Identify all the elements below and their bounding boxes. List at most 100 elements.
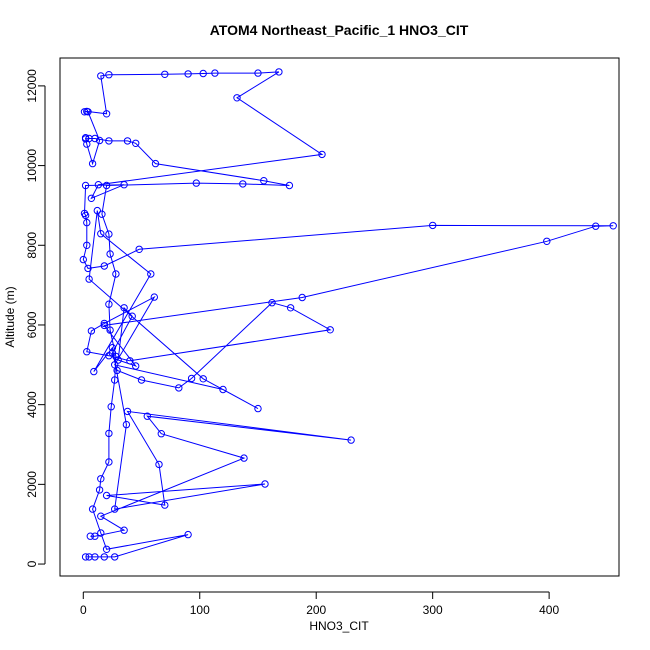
data-point [326, 326, 334, 334]
data-point [97, 529, 105, 537]
data-point [85, 553, 93, 561]
data-point [112, 270, 120, 278]
data-point [111, 505, 119, 513]
x-tick-label: 100 [190, 603, 210, 617]
data-point [83, 348, 91, 356]
data-point [88, 505, 97, 513]
data-point [83, 107, 91, 116]
data-point [88, 159, 97, 168]
y-tick-label: 0 [25, 560, 39, 567]
data-point [161, 70, 169, 79]
data-point [100, 553, 109, 561]
data-point [114, 356, 122, 364]
data-point [132, 139, 140, 148]
data-point [105, 300, 113, 308]
data-point [126, 357, 134, 365]
data-point [175, 384, 183, 392]
data-point [254, 404, 262, 413]
data-point [87, 327, 96, 335]
data-point [120, 526, 128, 534]
data-point [81, 553, 90, 561]
data-point [150, 293, 159, 301]
x-axis: 0 100 200 300 400 [80, 591, 559, 617]
data-point [108, 344, 117, 352]
data-point [95, 486, 104, 494]
data-point [84, 264, 92, 273]
y-axis: 0 2000 4000 6000 8000 10000 12000 [25, 69, 46, 567]
data-point [83, 218, 91, 227]
x-axis-label: HNO3_CIT [309, 619, 369, 633]
data-point [81, 181, 90, 190]
data-point [79, 255, 88, 264]
data-point [155, 460, 163, 469]
data-point [147, 270, 155, 278]
data-point [233, 94, 241, 102]
y-tick-label: 10000 [25, 149, 39, 183]
data-point [105, 458, 113, 466]
data-point [192, 179, 201, 187]
data-point [97, 230, 105, 238]
data-point [83, 241, 91, 250]
data-point [298, 293, 306, 302]
data-point [91, 532, 99, 540]
data-point [429, 221, 437, 230]
chart-title: ATOM4 Northeast_Pacific_1 HNO3_CIT [210, 22, 469, 38]
data-point [102, 181, 111, 190]
series-layer [79, 68, 617, 561]
x-tick-label: 400 [539, 603, 559, 617]
data-point [275, 68, 283, 76]
data-point [97, 72, 105, 80]
data-point [318, 150, 326, 159]
data-point [268, 299, 276, 307]
data-point [120, 181, 128, 189]
y-tick-label: 4000 [25, 391, 39, 418]
data-point [97, 512, 105, 520]
data-point [106, 326, 114, 334]
data-point [128, 312, 136, 320]
plot-frame [59, 57, 620, 577]
data-point [94, 181, 103, 189]
data-point [286, 304, 295, 312]
data-point [199, 375, 207, 383]
y-tick-label: 8000 [25, 232, 39, 259]
y-tick-label: 12000 [25, 69, 39, 103]
data-point [98, 210, 106, 218]
data-point [123, 137, 132, 145]
data-point [91, 134, 99, 143]
data-point [151, 159, 160, 168]
data-point [211, 69, 219, 77]
data-point [609, 222, 617, 230]
data-point [184, 530, 192, 539]
data-point [105, 230, 113, 238]
data-point [143, 412, 152, 420]
data-point [347, 436, 355, 444]
data-point [184, 70, 192, 78]
x-tick-label: 200 [306, 603, 326, 617]
data-point [219, 385, 227, 394]
data-point [105, 352, 113, 360]
data-point [100, 319, 109, 328]
data-point [240, 454, 248, 462]
data-point [111, 376, 119, 384]
data-point [97, 475, 105, 483]
data-point [260, 177, 268, 185]
data-point [135, 245, 143, 254]
data-point [91, 553, 99, 561]
x-tick-label: 300 [423, 603, 443, 617]
data-point [122, 420, 131, 429]
data-point [86, 532, 95, 540]
data-point [90, 367, 98, 376]
data-point [161, 501, 169, 509]
data-point [87, 194, 96, 203]
data-point [102, 110, 111, 118]
data-point [100, 321, 109, 330]
data-point [239, 180, 247, 188]
data-point [261, 480, 269, 488]
data-point [120, 304, 128, 312]
data-point [199, 69, 207, 78]
data-point [95, 136, 104, 145]
data-point [106, 250, 114, 258]
y-axis-label: Altitude (m) [3, 286, 17, 347]
data-point [102, 491, 111, 500]
